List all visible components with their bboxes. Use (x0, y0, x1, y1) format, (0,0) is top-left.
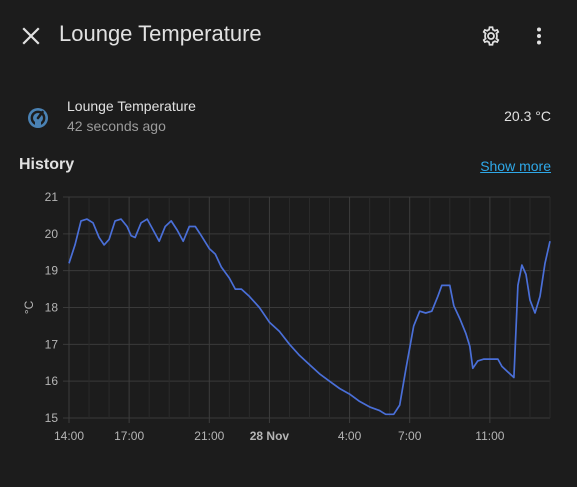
x-tick-label: 28 Nov (250, 429, 290, 443)
y-tick-label: 20 (45, 227, 59, 241)
thermostat-gauge-icon (28, 108, 48, 128)
gear-icon (482, 26, 500, 46)
y-tick-label: 16 (45, 374, 59, 388)
entity-row[interactable]: Lounge Temperature 42 seconds ago 20.3 °… (0, 90, 577, 140)
entity-icon (24, 104, 52, 132)
dialog-title: Lounge Temperature (59, 21, 262, 46)
series-line[interactable] (68, 218, 551, 416)
show-more-link[interactable]: Show more (480, 158, 551, 174)
y-axis-label: °C (22, 300, 36, 314)
x-tick-label: 17:00 (114, 429, 144, 443)
more-options-button[interactable] (519, 16, 559, 56)
history-title: History (19, 156, 75, 173)
dialog-header: Lounge Temperature (0, 0, 577, 72)
dots-vertical-icon (537, 27, 541, 45)
y-tick-label: 18 (45, 301, 59, 315)
x-tick-label: 21:00 (194, 429, 224, 443)
entity-state-value: 20.3 °C (504, 108, 551, 124)
y-tick-label: 21 (45, 190, 59, 204)
close-button[interactable] (11, 16, 51, 56)
y-tick-label: 17 (45, 337, 59, 351)
x-tick-label: 14:00 (54, 429, 84, 443)
close-icon (22, 27, 40, 45)
history-chart[interactable]: 15 16 17 18 19 20 21 14:00 17:00 21:00 28 Nov 4:00 7… (0, 180, 577, 455)
x-tick-label: 7:00 (398, 429, 422, 443)
y-tick-label: 19 (45, 264, 59, 278)
y-tick-label: 15 (45, 411, 59, 425)
entity-last-changed: 42 seconds ago (67, 118, 166, 134)
x-tick-label: 11:00 (475, 429, 504, 443)
entity-name: Lounge Temperature (67, 98, 196, 114)
settings-button[interactable] (471, 16, 511, 56)
x-tick-label: 4:00 (338, 429, 362, 443)
